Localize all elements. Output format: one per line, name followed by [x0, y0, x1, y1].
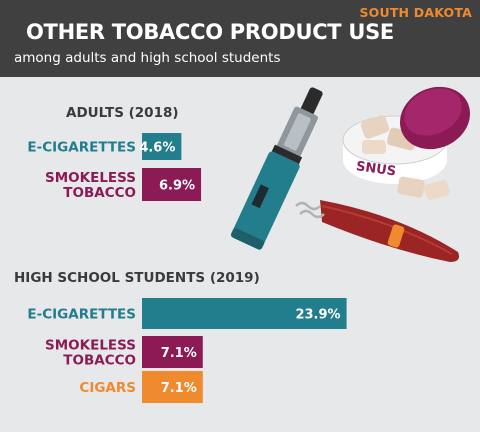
- bar: [142, 336, 203, 368]
- bar-category-label: E-CIGARETTES: [27, 140, 136, 156]
- bar-category-label: CIGARS: [79, 380, 136, 396]
- bar-value-label: 4.6%: [139, 141, 175, 156]
- header-bar: SOUTH DAKOTA OTHER TOBACCO PRODUCT USE a…: [0, 0, 480, 77]
- group-label: ADULTS (2018): [66, 105, 179, 121]
- vape-pen-icon: [230, 87, 323, 250]
- bar-value-label: 23.9%: [295, 308, 340, 323]
- bar: [142, 168, 202, 201]
- bar-value-label: 7.1%: [161, 346, 197, 361]
- bar: [142, 371, 203, 403]
- bar: [142, 298, 347, 329]
- bar-value-label: 6.9%: [159, 179, 195, 194]
- group-label: HIGH SCHOOL STUDENTS (2019): [14, 270, 260, 286]
- snus-tin-icon: SNUS: [342, 86, 471, 200]
- page-subtitle: among adults and high school students: [14, 50, 281, 66]
- bar-value-label: 7.1%: [161, 381, 197, 396]
- bar-category-label: SMOKELESS: [45, 338, 136, 354]
- state-label: SOUTH DAKOTA: [359, 5, 472, 20]
- bar-category-label: TOBACCO: [63, 185, 136, 201]
- bar: [142, 133, 182, 160]
- bar-category-label: TOBACCO: [63, 353, 136, 369]
- cigar-icon: [295, 200, 459, 262]
- bar-category-label: E-CIGARETTES: [27, 307, 136, 323]
- snus-label: SNUS: [355, 159, 397, 179]
- page-title: OTHER TOBACCO PRODUCT USE: [26, 20, 394, 44]
- bar-category-label: SMOKELESS: [45, 170, 136, 186]
